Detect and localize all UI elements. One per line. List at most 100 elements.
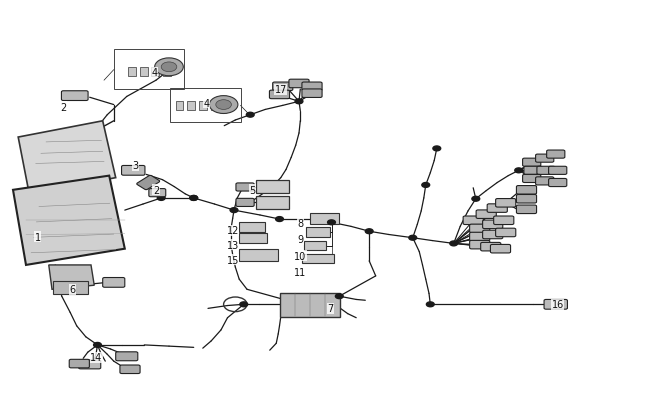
FancyBboxPatch shape [524,167,542,175]
FancyBboxPatch shape [239,249,278,262]
FancyBboxPatch shape [494,216,514,225]
Circle shape [230,208,238,213]
FancyBboxPatch shape [523,159,541,167]
Text: 11: 11 [294,267,306,277]
FancyBboxPatch shape [149,189,166,197]
Bar [151,68,159,77]
Circle shape [426,302,434,307]
Text: 16: 16 [552,300,564,309]
Circle shape [157,196,165,201]
Text: 14: 14 [90,352,102,362]
Text: 12: 12 [226,226,239,236]
Circle shape [155,59,183,77]
FancyBboxPatch shape [302,254,334,264]
FancyBboxPatch shape [491,245,511,254]
FancyBboxPatch shape [517,206,537,214]
Text: 13: 13 [227,240,239,250]
Circle shape [409,236,417,241]
Text: 1: 1 [34,232,41,242]
Text: 7: 7 [327,304,333,313]
FancyBboxPatch shape [481,243,501,251]
FancyBboxPatch shape [289,80,309,89]
Circle shape [515,168,523,173]
FancyBboxPatch shape [61,92,88,101]
Bar [128,68,136,77]
FancyBboxPatch shape [256,181,289,194]
Text: 4: 4 [151,68,158,78]
Circle shape [240,302,248,307]
Circle shape [246,113,254,118]
Text: 2: 2 [153,185,159,195]
Bar [170,89,240,122]
Text: 3: 3 [132,161,138,171]
FancyBboxPatch shape [256,196,289,209]
Circle shape [335,294,343,299]
Circle shape [328,220,335,225]
FancyBboxPatch shape [116,352,138,361]
Text: 6: 6 [70,285,76,294]
FancyBboxPatch shape [463,216,484,225]
FancyBboxPatch shape [239,234,267,243]
Text: 15: 15 [226,255,239,265]
FancyBboxPatch shape [536,177,554,185]
FancyBboxPatch shape [236,199,254,207]
FancyBboxPatch shape [549,167,567,175]
FancyBboxPatch shape [304,242,326,251]
Circle shape [365,229,373,234]
FancyBboxPatch shape [544,300,567,309]
FancyBboxPatch shape [536,155,554,163]
FancyBboxPatch shape [69,360,90,368]
Circle shape [295,100,303,104]
Circle shape [422,183,430,188]
Circle shape [472,197,480,202]
Text: 8: 8 [297,219,304,228]
Text: 17: 17 [274,85,287,95]
Bar [187,102,195,111]
FancyBboxPatch shape [496,199,516,208]
FancyBboxPatch shape [549,179,567,187]
Bar [211,102,218,111]
FancyBboxPatch shape [302,83,322,92]
FancyBboxPatch shape [488,205,508,213]
Bar [140,68,148,77]
Text: 10: 10 [294,251,306,261]
FancyBboxPatch shape [122,166,145,176]
FancyBboxPatch shape [496,228,516,237]
FancyBboxPatch shape [537,167,555,175]
FancyBboxPatch shape [53,281,88,294]
FancyBboxPatch shape [103,278,125,288]
Text: 2: 2 [60,102,67,112]
Bar [163,68,171,77]
Polygon shape [18,122,116,194]
FancyBboxPatch shape [239,222,265,232]
Circle shape [190,196,198,201]
FancyBboxPatch shape [517,186,537,194]
FancyBboxPatch shape [136,176,160,190]
FancyBboxPatch shape [469,232,490,241]
FancyBboxPatch shape [120,365,140,373]
Polygon shape [49,265,94,290]
FancyBboxPatch shape [79,360,101,369]
Circle shape [276,217,283,222]
Text: 4: 4 [203,98,210,108]
Text: 9: 9 [297,235,304,245]
Circle shape [190,196,198,201]
FancyBboxPatch shape [482,220,503,229]
FancyBboxPatch shape [482,231,503,239]
Circle shape [433,147,441,151]
Circle shape [209,96,238,114]
FancyBboxPatch shape [236,183,254,192]
FancyBboxPatch shape [310,213,339,224]
FancyBboxPatch shape [469,241,490,249]
FancyBboxPatch shape [476,211,497,219]
Bar [114,50,184,90]
FancyBboxPatch shape [517,195,537,203]
Polygon shape [13,176,125,265]
Circle shape [216,100,231,110]
FancyBboxPatch shape [306,228,330,237]
FancyBboxPatch shape [280,293,340,317]
Circle shape [94,343,101,347]
FancyBboxPatch shape [273,83,292,92]
Circle shape [161,63,177,72]
Bar [199,102,207,111]
